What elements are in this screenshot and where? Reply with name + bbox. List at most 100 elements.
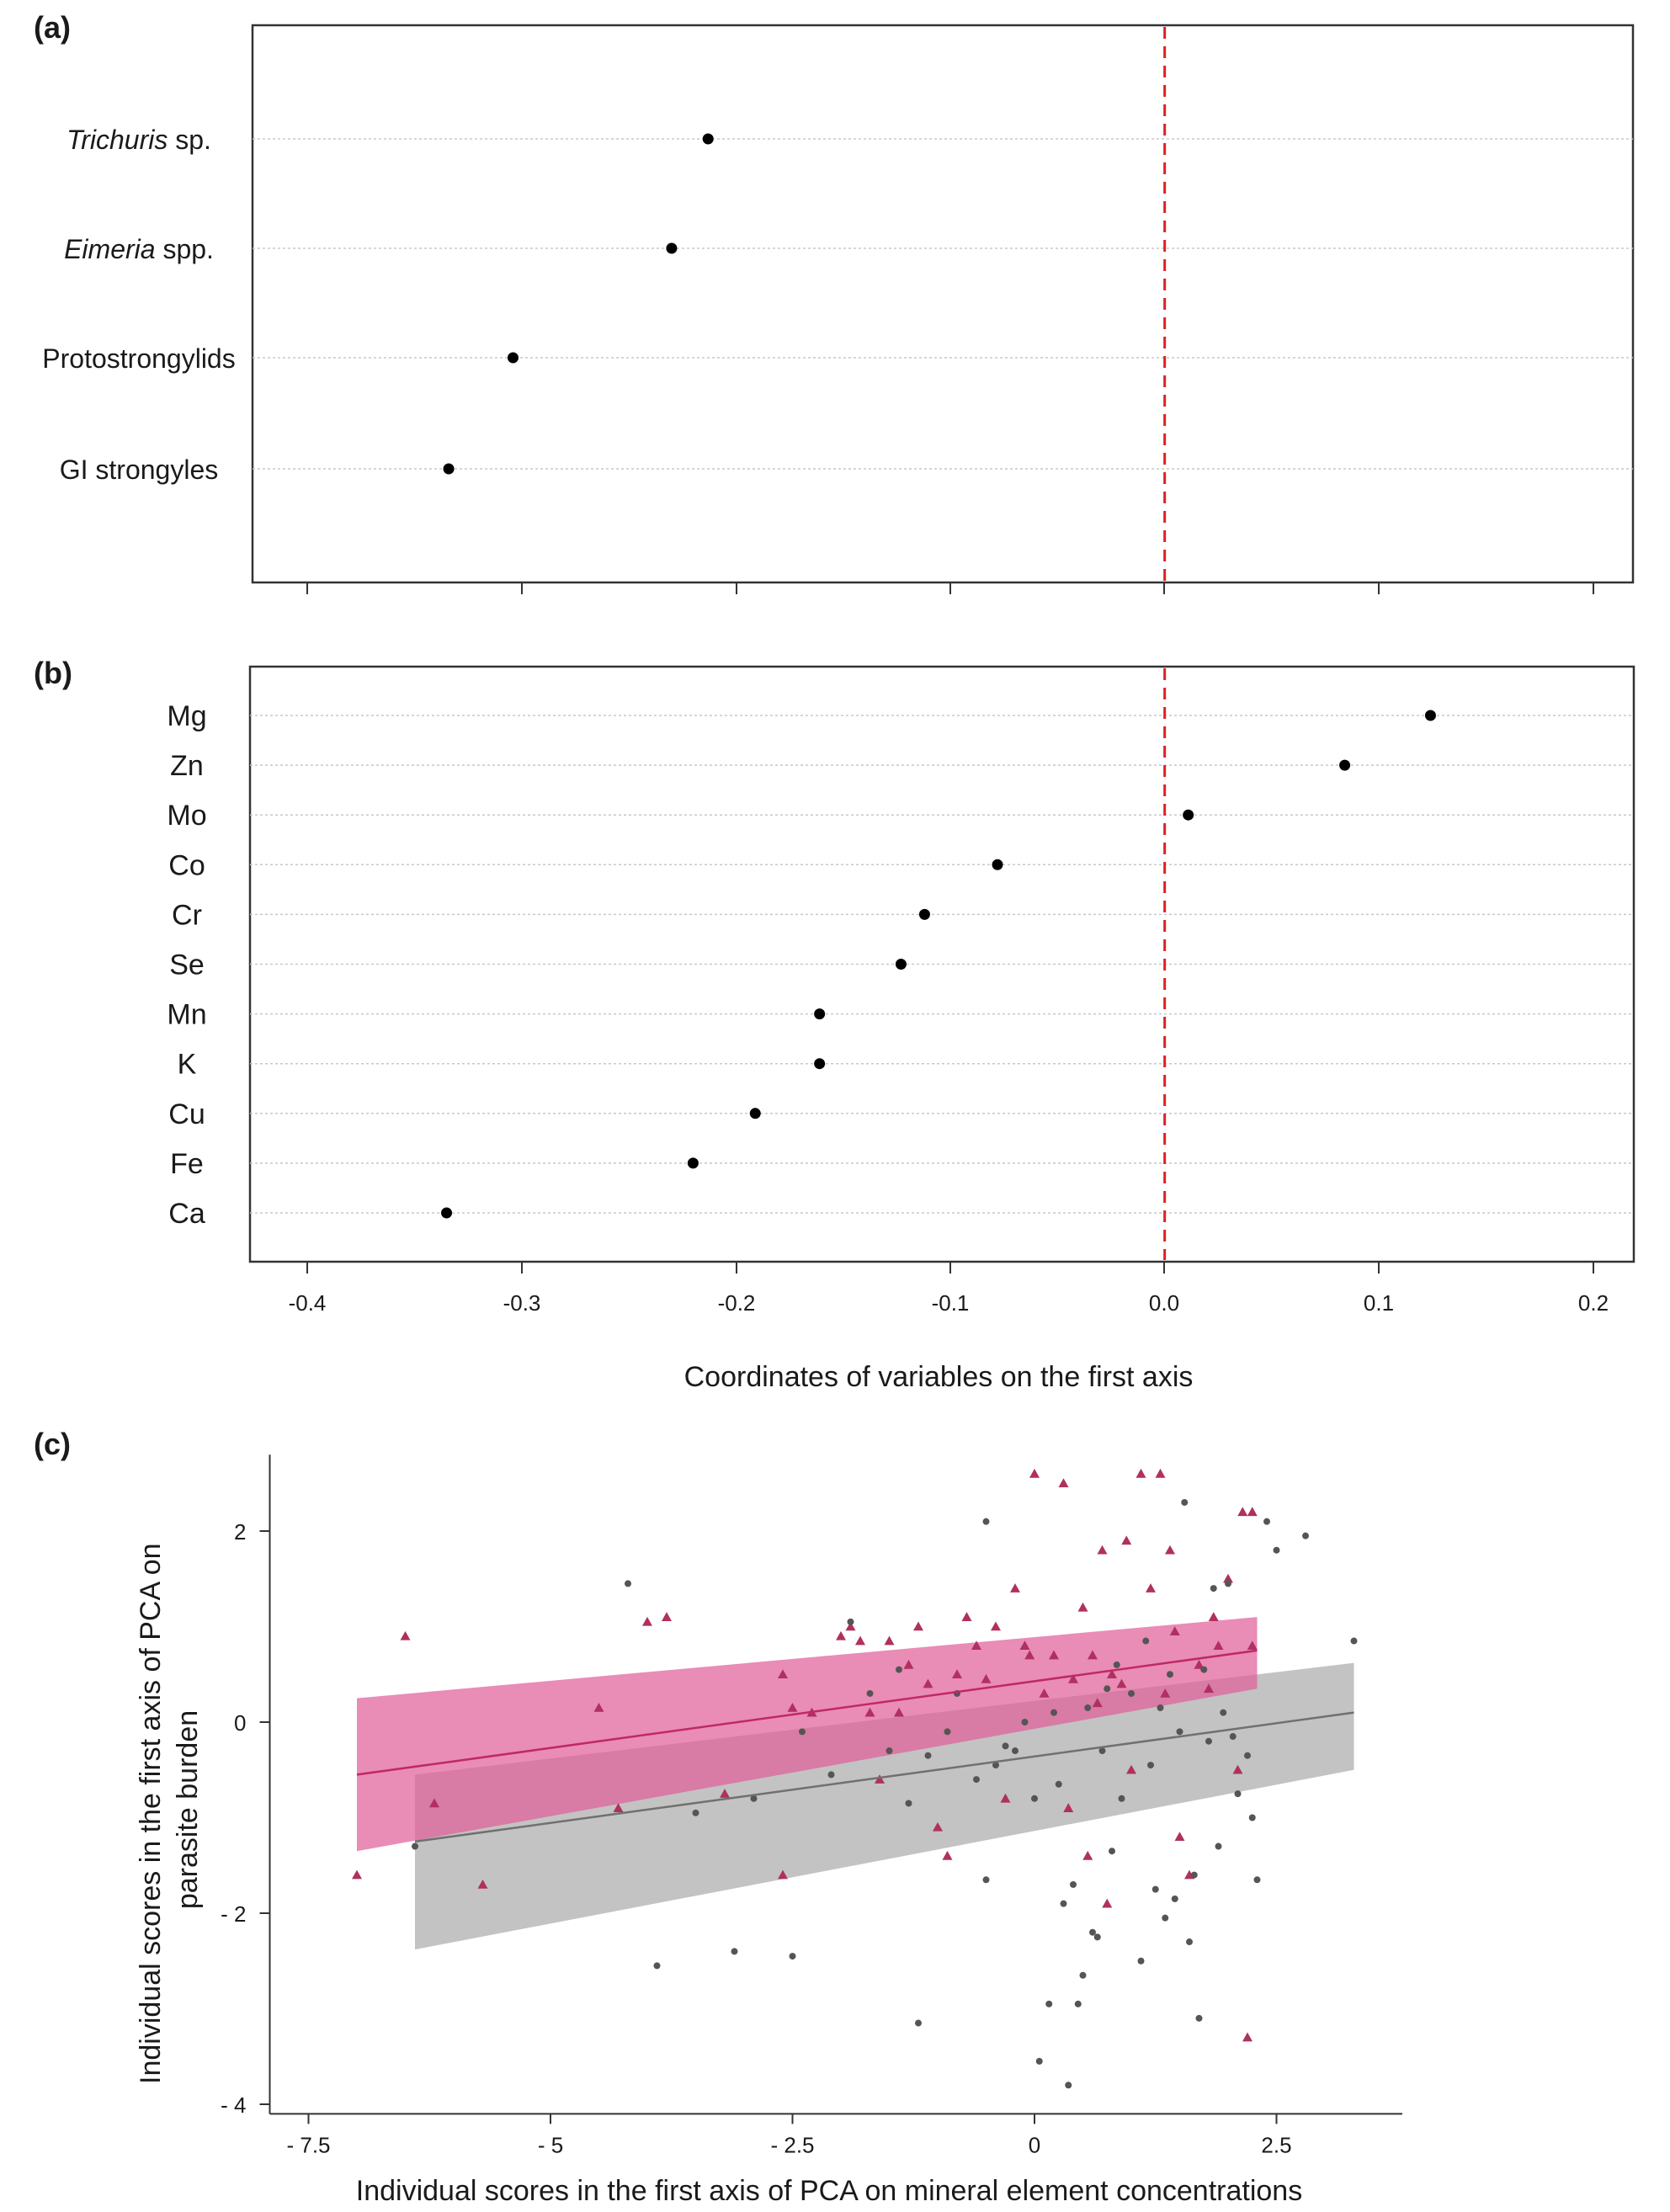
panel-c-x-axis-title: Individual scores in the first axis of P… <box>356 2175 1302 2207</box>
panel-b-label-mo: Mo <box>167 800 206 832</box>
panel-c-point-pink-40 <box>1088 1650 1098 1660</box>
panel-c-point-pink-56 <box>1208 1612 1219 1621</box>
panel-c-point-gray-35 <box>1098 1747 1106 1755</box>
panel-c-point-gray-30 <box>1074 2000 1082 2007</box>
panel-c-point-pink-39 <box>1082 1850 1093 1860</box>
panel-c-x-tick-label-1: - 5 <box>538 2132 563 2157</box>
panel-c-point-pink-55 <box>1204 1683 1214 1694</box>
panel-c-point-gray-21 <box>1012 1747 1018 1755</box>
panel-c-point-gray-44 <box>1162 1914 1169 1922</box>
panel-c-point-gray-34 <box>1093 1933 1101 1941</box>
panel-b-x-axis-title: Coordinates of variables on the first ax… <box>684 1361 1194 1393</box>
panel-c-point-pink-21 <box>923 1678 933 1688</box>
panel-c-point-gray-41 <box>1147 1762 1154 1769</box>
panel-c-point-gray-67 <box>896 1666 902 1673</box>
panel-c-point-pink-4 <box>593 1702 604 1712</box>
panel-c-point-gray-17 <box>982 1876 990 1884</box>
panel-c-point-pink-66 <box>1024 1650 1035 1660</box>
panel-a-label: (a) <box>34 10 71 45</box>
panel-b-x-tick-label-1: -0.3 <box>503 1290 541 1316</box>
panel-c-point-gray-52 <box>1200 1666 1208 1673</box>
panel-c-point-gray-70 <box>1142 1637 1150 1645</box>
panel-c-point-pink-2 <box>429 1798 439 1808</box>
panel-c-point-gray-40 <box>1137 1957 1145 1965</box>
panel-c-point-pink-3 <box>477 1879 488 1889</box>
panel-c-point-pink-31 <box>1019 1640 1030 1650</box>
panel-c-point-pink-1 <box>352 1869 362 1880</box>
panel-b-label-fe: Fe <box>170 1148 204 1180</box>
panel-c-point-pink-5 <box>613 1803 624 1812</box>
panel-c-point-pink-62 <box>1247 1507 1258 1517</box>
panel-c-point-gray-58 <box>1234 1790 1242 1798</box>
panel-a-label-text-gi-strongyles: GI strongyles <box>60 455 219 485</box>
panel-c-point-pink-51 <box>1165 1545 1175 1555</box>
panel-a-label-italic-trichuris-sp: Trichuris <box>66 125 168 155</box>
panel-c-point-pink-46 <box>1126 1764 1136 1774</box>
panel-c-point-gray-54 <box>1210 1585 1217 1593</box>
panel-c-point-pink-26 <box>971 1640 981 1650</box>
panel-c-point-gray-39 <box>1128 1689 1135 1697</box>
panel-c-point-gray-4 <box>750 1795 758 1802</box>
panel-b-point-cr <box>918 908 930 920</box>
panel-c-point-gray-50 <box>1190 1871 1198 1879</box>
panel-c-point-gray-36 <box>1109 1848 1115 1855</box>
panel-c-point-pink-37 <box>1068 1673 1078 1683</box>
panel-a-label-protostrongylids: Protostrongylids <box>42 343 235 374</box>
panel-c-point-gray-20 <box>1002 1742 1009 1750</box>
panel-c-point-gray-59 <box>1244 1752 1251 1759</box>
panel-c-point-gray-62 <box>1263 1518 1270 1525</box>
panel-c-point-pink-20 <box>913 1621 923 1631</box>
panel-c-point-pink-15 <box>855 1635 865 1646</box>
panel-c-point-gray-51 <box>1195 2014 1203 2022</box>
panel-c-scatter-plot: - 7.5 - 5 - 2.5 0 2.5 - 4 - 2 0 2 <box>221 1454 1402 2157</box>
panel-b-point-cu <box>749 1108 761 1119</box>
panel-c-confidence-band-pink <box>357 1617 1258 1852</box>
panel-c-point-pink-32 <box>1029 1468 1040 1478</box>
panel-c-point-gray-26 <box>1050 1709 1057 1716</box>
panel-a-label-gi-strongyles: GI strongyles <box>60 455 219 485</box>
panel-c-point-gray-55 <box>1215 1842 1222 1850</box>
panel-c-point-gray-66 <box>692 1809 699 1816</box>
panel-c-point-gray-9 <box>866 1689 874 1697</box>
panel-c-point-pink-33 <box>1039 1688 1050 1698</box>
panel-c-confidence-band-gray <box>415 1662 1354 1950</box>
panel-c-point-gray-16 <box>973 1776 980 1784</box>
panel-c-point-pink-8 <box>720 1789 730 1798</box>
panel-c-point-gray-57 <box>1229 1733 1237 1741</box>
panel-c-point-gray-27 <box>1055 1780 1062 1788</box>
panel-b-label-zn: Zn <box>170 750 204 782</box>
panel-b-label-se: Se <box>169 949 205 981</box>
panel-c-point-gray-38 <box>1118 1795 1125 1802</box>
panel-c-point-pink-14 <box>845 1621 856 1631</box>
panel-c-fit-line-pink <box>356 1649 1258 1776</box>
panel-b-label-cr: Cr <box>172 899 202 931</box>
panel-c-point-gray-56 <box>1225 1580 1231 1587</box>
panel-c-point-gray-43 <box>1157 1704 1164 1711</box>
panel-c-point-pink-41 <box>1097 1545 1108 1555</box>
panel-c-y-axis-title: Individual scores in the first axis of P… <box>135 1535 204 2084</box>
panel-c-point-gray-28 <box>1065 2082 1072 2089</box>
panel-c-point-gray-2 <box>653 1962 661 1970</box>
panel-c-point-gray-1 <box>625 1580 631 1587</box>
panel-a-point-eimeria-spp <box>666 242 678 254</box>
panel-c-point-gray-0 <box>412 1842 418 1850</box>
panel-c-y-tick-label-0: - 4 <box>221 2092 246 2118</box>
panel-c-point-pink-57 <box>1213 1640 1224 1650</box>
panel-c-point-pink-23 <box>942 1850 953 1860</box>
panel-a-label-eimeria-spp: Eimeria spp. <box>64 234 214 264</box>
panel-b-label-k: K <box>178 1049 197 1081</box>
panel-a-point-protostrongylids <box>507 352 519 364</box>
panel-b-label-mg: Mg <box>167 700 206 732</box>
panel-b-point-mo <box>1183 809 1194 821</box>
panel-a-frame <box>251 24 1635 584</box>
panel-b-x-tick-label-3: -0.1 <box>932 1290 970 1316</box>
panel-a-dot-chart: Trichuris sp. Eimeria spp. Protostrongylid… <box>42 27 1633 594</box>
panel-c-point-pink-61 <box>1242 2032 1252 2042</box>
panel-c-point-pink-60 <box>1237 1507 1248 1517</box>
panel-a-point-gi-strongyles <box>443 463 455 475</box>
panel-c-point-pink-16 <box>875 1774 885 1784</box>
panel-b-point-mn <box>814 1008 826 1020</box>
panel-c-point-gray-61 <box>1253 1876 1261 1884</box>
panel-c-point-gray-25 <box>1045 2000 1053 2007</box>
